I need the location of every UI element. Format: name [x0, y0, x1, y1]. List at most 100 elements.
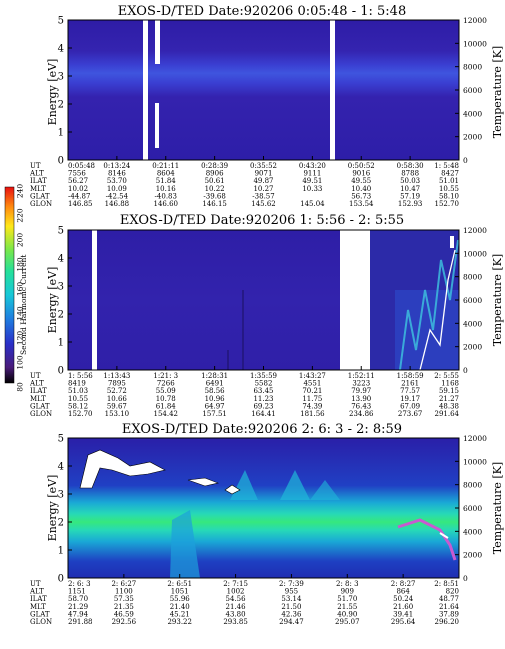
- y-tick-label: 4: [58, 44, 64, 55]
- ephemeris-value: 273.67: [398, 410, 423, 418]
- ephemeris-value: 10.47: [400, 185, 420, 193]
- ephemeris-value: 2: 7:15: [223, 580, 248, 588]
- ephemeris-row-label: GLON: [30, 410, 52, 418]
- ephemeris-value: 74.39: [302, 402, 322, 410]
- y2-tick-label: 0: [463, 366, 468, 375]
- ephemeris-value: 146.85: [68, 200, 93, 208]
- y-tick-label: 4: [58, 254, 64, 265]
- ephemeris-value: 4551: [303, 380, 321, 388]
- ephemeris-value: 59.67: [107, 402, 127, 410]
- y-tick-label: 2: [58, 310, 64, 321]
- y-tick-label: 2: [58, 518, 64, 529]
- ephemeris-value: 10.66: [107, 395, 128, 403]
- ephemeris-value: 146.15: [202, 200, 227, 208]
- ephemeris-value: 56.27: [68, 177, 88, 185]
- ephemeris-value: 46.59: [114, 610, 134, 618]
- panel-3-saturated-region: [79, 449, 166, 489]
- ephemeris-value: 1:21: 3: [153, 372, 178, 380]
- panel-1-title: EXOS-D/TED Date:920206 0:05:48 - 1: 5:48: [118, 4, 406, 19]
- ephemeris-value: 8146: [108, 170, 126, 178]
- ephemeris-value: 19.17: [400, 395, 420, 403]
- y-tick-label: 3: [58, 282, 64, 293]
- panel-3-streak: [439, 532, 449, 539]
- ephemeris-value: 49.87: [253, 177, 273, 185]
- y-tick-label: 5: [58, 226, 64, 237]
- ephemeris-value: 11.23: [253, 395, 273, 403]
- y2-tick-label: 0: [463, 574, 468, 583]
- ephemeris-value: 1002: [227, 588, 245, 596]
- panel-3-streak: [397, 518, 457, 561]
- ephemeris-value: 47.94: [68, 610, 89, 618]
- colorbar: Second Harmonic Current 80 100 120 140 160 18…: [4, 184, 28, 392]
- ephemeris-value: 1151: [68, 588, 86, 596]
- ephemeris-value: 7266: [157, 380, 175, 388]
- ephemeris-value: 2: 8:51: [434, 580, 459, 588]
- y2-tick-label: 8000: [463, 273, 482, 282]
- panel-3-saturated-region: [187, 477, 220, 487]
- ephemeris-value: 10.55: [439, 185, 459, 193]
- y2-tick-label: 4000: [463, 319, 482, 328]
- y-tick-label: 5: [58, 16, 64, 27]
- ephemeris-value: 70.21: [302, 387, 322, 395]
- y2-tick-label: 10000: [463, 39, 487, 48]
- ephemeris-value: 0:13:24: [103, 162, 131, 170]
- ephemeris-row-label: GLAT: [30, 192, 50, 200]
- ephemeris-value: 294.47: [279, 618, 304, 626]
- y2-tick-label: 10000: [463, 457, 487, 466]
- y-tick-label: 0: [58, 574, 64, 585]
- ephemeris-value: 67.09: [400, 402, 420, 410]
- y-tick-label: 3: [58, 490, 64, 501]
- ephemeris-value: 9111: [303, 170, 321, 178]
- ephemeris-value: 50.61: [205, 177, 225, 185]
- ephemeris-value: 291.88: [68, 618, 93, 626]
- y-tick-label: 0: [58, 366, 64, 377]
- ephemeris-value: 8604: [157, 170, 175, 178]
- panel-3: EXOS-D/TED Date:920206 2: 6: 3 - 2: 8:59…: [29, 422, 504, 626]
- ephemeris-row-label: UT: [30, 580, 41, 588]
- ephemeris-value: 9071: [255, 170, 273, 178]
- ephemeris-value: 50.24: [393, 595, 414, 603]
- ephemeris-value: 7895: [108, 380, 126, 388]
- ephemeris-value: 955: [285, 588, 298, 596]
- ephemeris-value: 58.10: [439, 192, 459, 200]
- ephemeris-value: 8419: [68, 380, 86, 388]
- ephemeris-value: 58.12: [68, 402, 88, 410]
- ephemeris-value: 152.93: [398, 200, 423, 208]
- ephemeris-value: 10.27: [253, 185, 273, 193]
- ephemeris-value: 181.56: [300, 410, 325, 418]
- ephemeris-value: 1: 5:48: [434, 162, 459, 170]
- colorbar-tick-label: 240: [16, 184, 25, 199]
- ephemeris-value: 145.62: [251, 200, 276, 208]
- ephemeris-value: 909: [341, 588, 354, 596]
- y2-tick-label: 0: [463, 156, 468, 165]
- ephemeris-value: 56.73: [351, 192, 371, 200]
- panel-3-ylabel: Energy [eV]: [46, 475, 59, 542]
- panel-1-data-gap: [330, 20, 335, 160]
- ephemeris-value: 10.78: [156, 395, 176, 403]
- y2-tick-label: 2000: [463, 133, 482, 142]
- y-tick-label: 1: [58, 338, 64, 349]
- ephemeris-value: 79.97: [351, 387, 371, 395]
- ephemeris-value: 21.35: [114, 603, 134, 611]
- ephemeris-value: 10.33: [302, 185, 322, 193]
- ephemeris-row-label: ALT: [29, 170, 44, 178]
- ephemeris-value: 8788: [401, 170, 419, 178]
- ephemeris-value: 295.64: [391, 618, 416, 626]
- ephemeris-value: 43.80: [226, 610, 246, 618]
- ephemeris-value: 51.03: [68, 387, 88, 395]
- y-tick-label: 4: [58, 462, 64, 473]
- ephemeris-value: -39.68: [203, 192, 225, 200]
- colorbar-tick-label: 180: [16, 257, 25, 272]
- ephemeris-value: -38.57: [252, 192, 274, 200]
- ephemeris-value: 153.10: [105, 410, 130, 418]
- panel-2-y2label: Temperature [K]: [491, 254, 504, 346]
- panel-1-data-gap: [143, 20, 148, 160]
- colorbar-tick-label: 100: [16, 355, 25, 370]
- ephemeris-value: 48.77: [439, 595, 459, 603]
- ephemeris-value: 2: 6:51: [167, 580, 192, 588]
- y2-tick-label: 8000: [463, 63, 482, 72]
- ephemeris-value: 292.56: [112, 618, 137, 626]
- ephemeris-value: 53.14: [281, 595, 302, 603]
- ephemeris-value: 55.96: [170, 595, 191, 603]
